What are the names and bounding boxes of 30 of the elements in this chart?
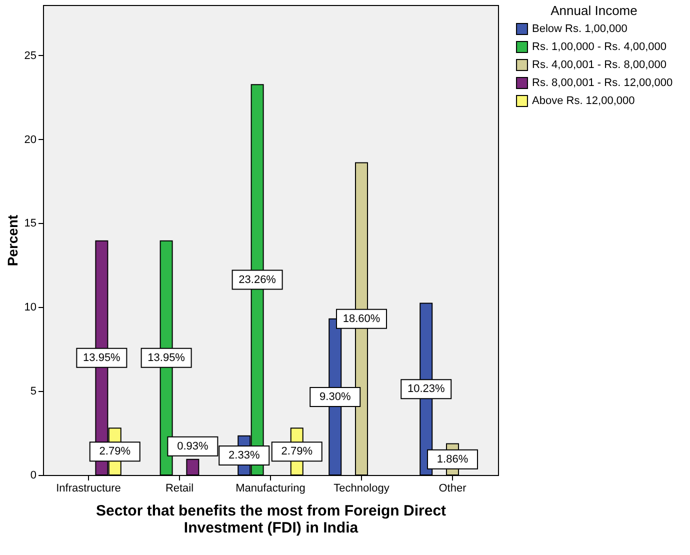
x-tick-label: Retail [165, 482, 194, 494]
y-tick-label: 25 [24, 50, 36, 62]
data-label: 2.33% [228, 449, 260, 462]
data-label: 1.86% [436, 453, 468, 466]
x-tick-label: Infrastructure [56, 482, 121, 494]
x-tick-label: Technology [334, 482, 390, 494]
data-label: 2.79% [281, 446, 313, 458]
legend-label: Rs. 4,00,001 - Rs. 8,00,000 [532, 59, 667, 71]
data-label: 9.30% [320, 390, 351, 403]
data-label: 13.95% [148, 352, 186, 364]
x-axis-title: Sector that benefits the most from Foreign Direct Investment (FDI) in India [96, 502, 446, 536]
data-label: 0.93% [177, 440, 208, 452]
y-tick-label: 20 [24, 134, 36, 146]
data-label: 23.26% [238, 274, 276, 286]
legend-title: Annual Income [550, 3, 638, 18]
legend-label: Rs. 1,00,000 - Rs. 4,00,000 [532, 41, 667, 53]
y-axis-title: Percent [4, 214, 20, 266]
data-label: 13.95% [83, 352, 121, 364]
y-tick-label: 5 [30, 386, 36, 398]
y-tick-label: 10 [24, 302, 36, 314]
y-tick-label: 15 [24, 218, 36, 230]
data-label: 10.23% [407, 383, 445, 396]
legend-label: Below Rs. 1,00,000 [532, 23, 628, 35]
x-tick-label: Manufacturing [236, 482, 306, 494]
data-label: 2.79% [99, 446, 131, 458]
x-tick-label: Other [438, 482, 467, 494]
legend-label: Rs. 8,00,001 - Rs. 12,00,000 [532, 77, 673, 89]
data-label: 18.60% [342, 312, 380, 325]
y-tick-label: 0 [30, 470, 36, 482]
legend-label: Above Rs. 12,00,000 [532, 95, 635, 107]
